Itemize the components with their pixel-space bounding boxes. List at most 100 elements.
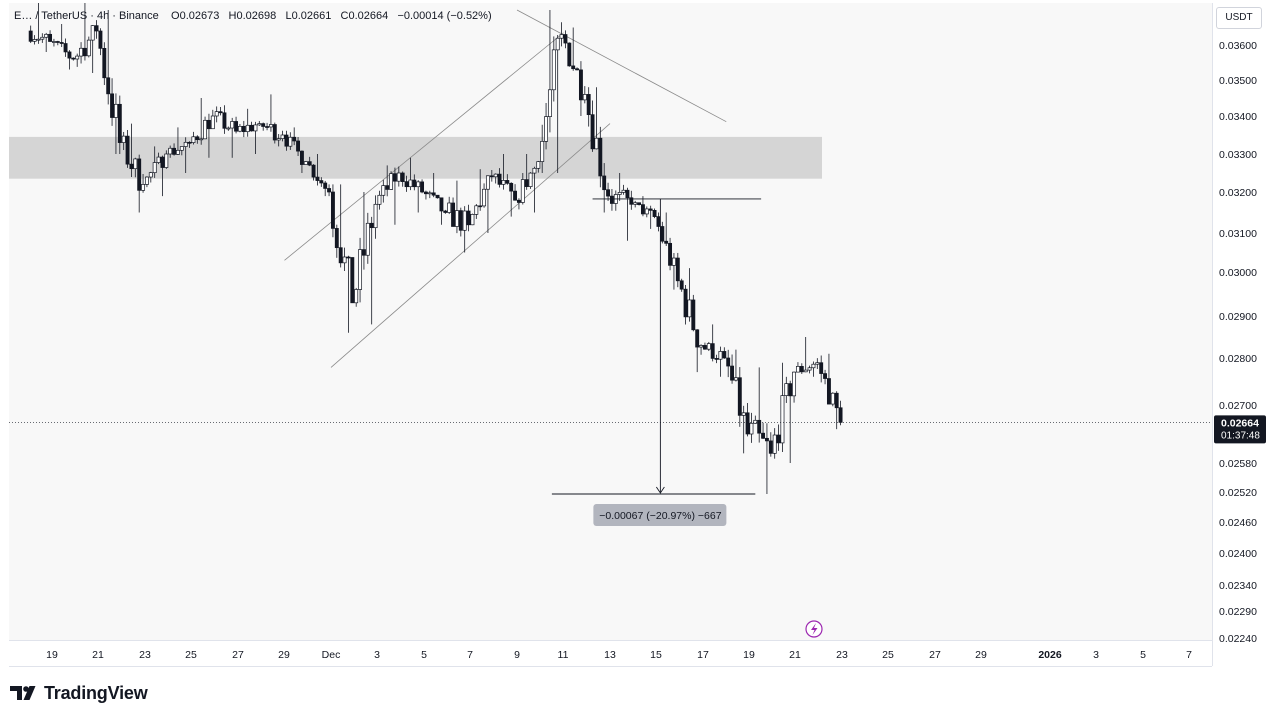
- last-price-badge: [1214, 415, 1266, 444]
- candle-body: [79, 47, 84, 57]
- candle: [303, 161, 308, 165]
- symbol-pair[interactable]: E… / TetherUS: [14, 10, 88, 22]
- candle-body: [489, 175, 494, 178]
- candle: [497, 168, 502, 188]
- candle-body: [501, 180, 506, 185]
- price-tick-label: 0.03100: [1219, 228, 1257, 240]
- candle-body: [90, 25, 95, 41]
- candle: [470, 213, 475, 226]
- candle: [788, 380, 793, 463]
- descending-trend-line: [516, 9, 727, 123]
- candle-body: [602, 175, 607, 191]
- candle: [772, 428, 777, 459]
- candle: [160, 155, 165, 197]
- candle: [443, 209, 448, 214]
- candle-body: [327, 188, 332, 193]
- candle: [117, 95, 122, 154]
- candle-body: [807, 367, 812, 371]
- price-tick-label: 0.02520: [1219, 487, 1257, 499]
- candle-body: [98, 30, 103, 49]
- candle-body: [664, 240, 669, 244]
- candle-body: [152, 162, 157, 174]
- candle: [404, 175, 409, 192]
- candle-body: [571, 65, 576, 70]
- candle: [110, 78, 115, 126]
- candle-body: [358, 249, 363, 290]
- candle-body: [656, 216, 661, 227]
- candle: [416, 180, 421, 213]
- candle-body: [334, 228, 339, 249]
- symbol-interval[interactable]: 4h: [96, 10, 110, 22]
- candle: [753, 415, 758, 424]
- candle: [501, 154, 506, 190]
- price-tick-label: 0.03500: [1219, 75, 1257, 87]
- candle: [334, 224, 339, 258]
- candle-body: [586, 94, 591, 116]
- candle: [563, 30, 568, 49]
- candle-body: [218, 111, 223, 114]
- candle: [493, 173, 498, 184]
- candle-body: [637, 202, 642, 205]
- candle: [431, 173, 436, 198]
- time-tick-label: 21: [92, 649, 104, 661]
- candle: [338, 184, 343, 268]
- candle: [268, 94, 273, 132]
- candle: [695, 329, 700, 373]
- price-tick-label: 0.02340: [1219, 580, 1257, 592]
- candle: [75, 53, 80, 67]
- candle-body: [768, 440, 773, 454]
- candle-body: [94, 25, 99, 32]
- candle: [505, 174, 510, 185]
- resistance-zone: [9, 136, 822, 179]
- tradingview-brand[interactable]: TradingView: [10, 683, 148, 703]
- candle-body: [237, 125, 242, 132]
- symbol-exchange: Binance: [119, 10, 159, 22]
- candle: [458, 207, 463, 237]
- candle-body: [509, 182, 514, 192]
- candle-body: [199, 138, 204, 141]
- candle: [528, 172, 533, 189]
- candle: [253, 121, 258, 154]
- candle: [784, 376, 789, 403]
- candle-body: [466, 210, 471, 226]
- candle-body: [567, 42, 572, 67]
- candle: [164, 150, 169, 169]
- price-tick-label: 0.03300: [1219, 149, 1257, 161]
- candle: [652, 208, 657, 219]
- candle: [799, 363, 804, 374]
- candle: [780, 362, 785, 452]
- candle-body: [675, 257, 680, 282]
- candle-body: [447, 202, 452, 213]
- candle-body: [733, 377, 738, 381]
- candle-body: [838, 407, 843, 423]
- candle-body: [559, 34, 564, 39]
- price-tick-label: 0.02290: [1219, 606, 1257, 618]
- candle-body: [404, 181, 409, 188]
- lightning-icon[interactable]: [805, 620, 823, 638]
- candle-body: [555, 37, 560, 51]
- candle: [156, 152, 161, 165]
- candle: [350, 257, 355, 304]
- quote-currency-button[interactable]: USDT: [1216, 7, 1262, 29]
- tradingview-wordmark: TradingView: [44, 682, 148, 703]
- candle-body: [315, 176, 320, 181]
- candle-body: [513, 190, 518, 201]
- candle-body: [292, 136, 297, 142]
- candle: [513, 184, 518, 201]
- candle-body: [168, 147, 173, 155]
- candle-body: [113, 103, 118, 118]
- candle: [144, 176, 149, 188]
- candle: [79, 42, 84, 64]
- price-tick-label: 0.02240: [1219, 633, 1257, 645]
- candle-body: [834, 392, 839, 409]
- ohlc-change: −0.00014 (−0.52%): [397, 10, 492, 22]
- candle: [811, 361, 816, 377]
- candle-body: [757, 419, 762, 434]
- candle: [195, 135, 200, 144]
- candle: [392, 167, 397, 225]
- plot-background: [9, 3, 1212, 640]
- candle-body: [307, 161, 312, 166]
- candle-body: [830, 392, 835, 405]
